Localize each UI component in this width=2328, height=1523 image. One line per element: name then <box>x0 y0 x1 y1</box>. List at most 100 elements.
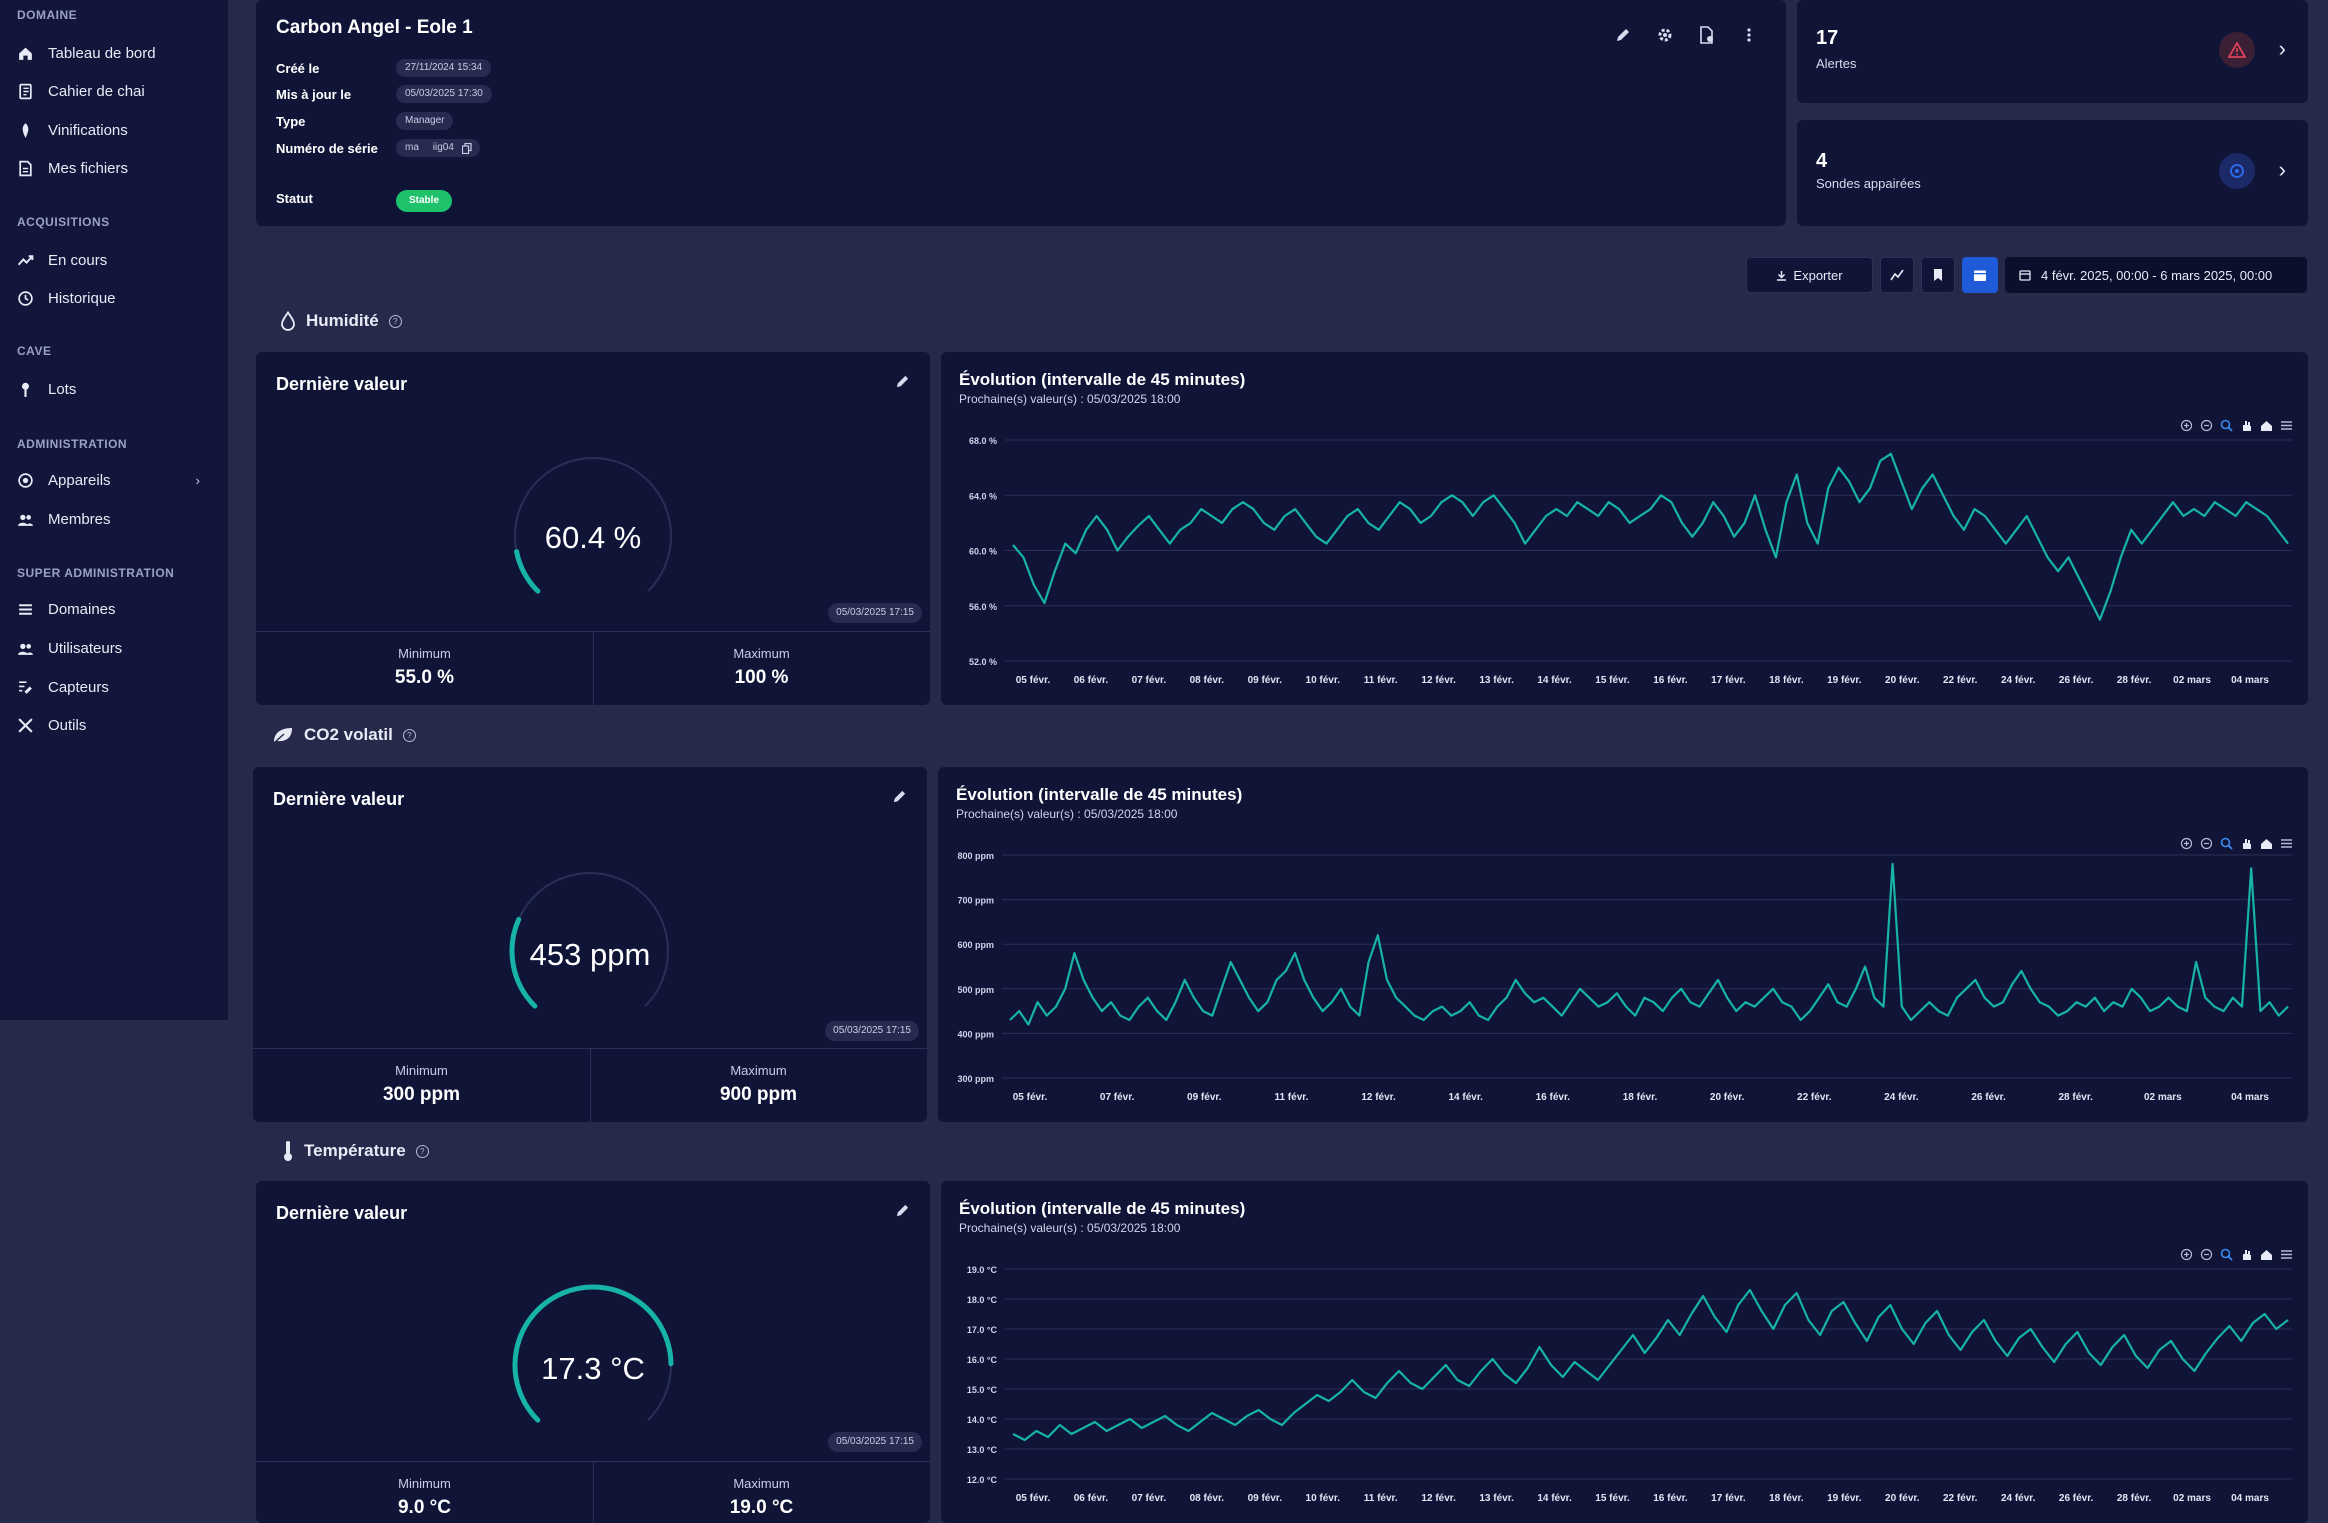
report-button[interactable] <box>1696 24 1718 46</box>
chart-plot[interactable]: 800 ppm 700 ppm 600 ppm 500 ppm 400 ppm 300 p… <box>938 767 2308 1122</box>
x-tick-label: 28 févr. <box>2058 1092 2093 1103</box>
zoom-in-icon[interactable] <box>2179 1247 2194 1262</box>
device-icon <box>18 472 33 488</box>
menu-icon[interactable] <box>2279 836 2294 851</box>
bookmark-button[interactable] <box>1921 257 1955 293</box>
sidebar-item-capteurs[interactable]: Capteurs <box>0 670 228 704</box>
min-value: 55.0 % <box>394 667 455 688</box>
selection-zoom-icon[interactable] <box>2219 418 2234 433</box>
x-tick-label: 22 févr. <box>1943 675 1978 686</box>
chart-plot[interactable]: 68.0 % 64.0 % 60.0 % 56.0 % 52.0 % 05 févr. 06… <box>941 352 2308 705</box>
sidebar-item-appareils[interactable]: Appareils › <box>0 463 228 497</box>
probes-card[interactable]: 4 Sondes appairées › <box>1797 120 2308 226</box>
alerts-card[interactable]: 17 Alertes › <box>1797 0 2308 103</box>
sidebar-item-tableau-de-bord[interactable]: Tableau de bord <box>0 36 228 70</box>
sidebar-item-en-cours[interactable]: En cours <box>0 243 228 277</box>
help-icon[interactable]: ? <box>402 728 416 742</box>
gauge-value: 453 ppm <box>529 937 651 972</box>
trend-view-button[interactable] <box>1880 257 1914 293</box>
edit-gauge-button[interactable] <box>895 374 910 394</box>
x-tick-label: 02 mars <box>2173 675 2211 686</box>
pan-icon[interactable] <box>2239 836 2254 851</box>
zoom-out-icon[interactable] <box>2199 836 2214 851</box>
x-tick-label: 22 févr. <box>1797 1092 1832 1103</box>
humidity-gauge-card: Dernière valeur 60.4 % 05/03/2025 17:15 … <box>256 352 930 706</box>
sidebar-item-mes-fichiers[interactable]: Mes fichiers <box>0 151 228 185</box>
max-label: Maximum <box>733 1476 790 1491</box>
x-tick-label: 26 févr. <box>1971 1092 2006 1103</box>
zoom-out-icon[interactable] <box>2199 418 2214 433</box>
leaf-icon <box>273 728 292 744</box>
copy-icon[interactable] <box>461 143 472 154</box>
max-col: Maximum 19.0 °C <box>593 1462 930 1523</box>
zoom-in-icon[interactable] <box>2179 418 2194 433</box>
x-tick-label: 20 févr. <box>1885 675 1920 686</box>
sidebar-item-lots[interactable]: Lots <box>0 372 228 406</box>
sidebar-item-historique[interactable]: Historique <box>0 281 228 315</box>
gauge-value: 60.4 % <box>544 520 642 555</box>
edit-gauge-button[interactable] <box>895 1203 910 1223</box>
menu-icon[interactable] <box>2279 418 2294 433</box>
sidebar-item-label: Membres <box>48 510 111 528</box>
reset-home-icon[interactable] <box>2259 1247 2274 1262</box>
pan-icon[interactable] <box>2239 1247 2254 1262</box>
min-max-row: Minimum 9.0 °C Maximum 19.0 °C <box>256 1461 930 1523</box>
section-title: CO2 volatil <box>304 725 393 744</box>
edit-device-button[interactable] <box>1612 24 1634 46</box>
chevron-right-icon[interactable]: › <box>2278 157 2286 182</box>
pan-icon[interactable] <box>2239 418 2254 433</box>
sidebar-item-vinifications[interactable]: Vinifications <box>0 113 228 147</box>
serial-text: ma iig04 <box>405 142 454 153</box>
help-icon[interactable]: ? <box>415 1144 429 1158</box>
x-tick-label: 12 févr. <box>1421 1493 1456 1504</box>
x-tick-label: 11 févr. <box>1364 1493 1398 1504</box>
more-options-button[interactable] <box>1738 24 1760 46</box>
help-icon[interactable]: ? <box>388 314 402 328</box>
sidebar-item-label: Capteurs <box>48 678 109 696</box>
x-tick-label: 08 févr. <box>1190 675 1225 686</box>
status-label: Statut <box>276 191 313 206</box>
x-tick-label: 12 févr. <box>1421 675 1456 686</box>
x-tick-label: 09 févr. <box>1187 1092 1222 1103</box>
sidebar-item-label: Historique <box>48 289 116 307</box>
reset-home-icon[interactable] <box>2259 418 2274 433</box>
edit-gauge-button[interactable] <box>892 789 907 809</box>
chevron-right-icon[interactable]: › <box>2278 36 2286 61</box>
chart-line-icon <box>1890 269 1904 281</box>
sidebar-item-label: En cours <box>48 251 108 269</box>
max-label: Maximum <box>730 1063 787 1078</box>
sidebar-item-membres[interactable]: Membres <box>0 502 228 536</box>
x-tick-label: 13 févr. <box>1479 675 1514 686</box>
x-tick-label: 12 févr. <box>1361 1092 1396 1103</box>
gauge-title: Dernière valeur <box>276 1203 408 1223</box>
x-tick-label: 14 févr. <box>1537 675 1572 686</box>
selection-zoom-icon[interactable] <box>2219 1247 2234 1262</box>
settings-button[interactable] <box>1654 24 1676 46</box>
sidebar-item-utilisateurs[interactable]: Utilisateurs <box>0 631 228 665</box>
x-tick-label: 18 févr. <box>1769 675 1804 686</box>
co2-gauge-card: Dernière valeur 453 ppm 05/03/2025 17:15… <box>253 767 927 1123</box>
zoom-out-icon[interactable] <box>2199 1247 2214 1262</box>
home-icon <box>19 47 32 60</box>
sidebar-item-label: Lots <box>48 380 77 398</box>
selection-zoom-icon[interactable] <box>2219 836 2234 851</box>
calendar-button[interactable] <box>1962 257 1998 293</box>
pencil-icon <box>1617 29 1629 41</box>
zoom-in-icon[interactable] <box>2179 836 2194 851</box>
x-tick-label: 20 févr. <box>1885 1493 1920 1504</box>
sidebar-item-label: Tableau de bord <box>48 44 156 62</box>
y-tick-label: 60.0 % <box>969 547 997 557</box>
device-actions <box>1612 24 1760 46</box>
chart-plot[interactable]: 19.0 °C 18.0 °C 17.0 °C 16.0 °C 15.0 °C 14.0 … <box>941 1181 2308 1523</box>
droplet-icon <box>281 311 295 331</box>
menu-icon[interactable] <box>2279 1247 2294 1262</box>
sidebar-item-domaines[interactable]: Domaines <box>0 592 228 626</box>
sidebar-item-outils[interactable]: Outils <box>0 708 228 742</box>
sidebar-item-cahier-de-chai[interactable]: Cahier de chai <box>0 74 228 108</box>
reset-home-icon[interactable] <box>2259 836 2274 851</box>
date-range-picker[interactable]: 4 févr. 2025, 00:00 - 6 mars 2025, 00:00 <box>2005 257 2307 293</box>
export-button[interactable]: Exporter <box>1746 257 1873 293</box>
history-icon <box>18 290 33 306</box>
y-tick-label: 800 ppm <box>957 851 994 861</box>
x-tick-label: 22 févr. <box>1943 1493 1978 1504</box>
